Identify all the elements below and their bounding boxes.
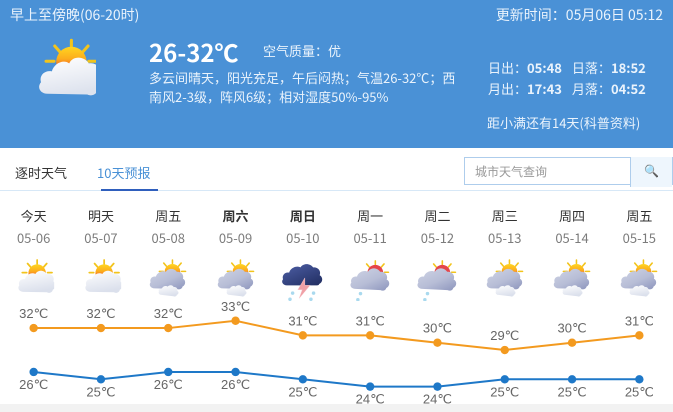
svg-text:32℃: 32℃ — [154, 306, 183, 321]
svg-text:30℃: 30℃ — [558, 321, 587, 336]
svg-text:26℃: 26℃ — [19, 377, 48, 392]
svg-text:25℃: 25℃ — [625, 384, 654, 399]
svg-text:25℃: 25℃ — [490, 384, 519, 399]
svg-text:25℃: 25℃ — [558, 384, 587, 399]
svg-text:26℃: 26℃ — [221, 377, 250, 392]
svg-text:30℃: 30℃ — [423, 321, 452, 336]
svg-text:29℃: 29℃ — [490, 328, 519, 343]
svg-text:31℃: 31℃ — [625, 313, 654, 328]
svg-text:26℃: 26℃ — [154, 377, 183, 392]
svg-text:33℃: 33℃ — [221, 300, 250, 314]
svg-text:31℃: 31℃ — [288, 313, 317, 328]
svg-text:32℃: 32℃ — [86, 306, 115, 321]
svg-text:25℃: 25℃ — [86, 384, 115, 399]
svg-text:31℃: 31℃ — [356, 313, 385, 328]
svg-text:25℃: 25℃ — [288, 384, 317, 399]
svg-text:32℃: 32℃ — [19, 306, 48, 321]
